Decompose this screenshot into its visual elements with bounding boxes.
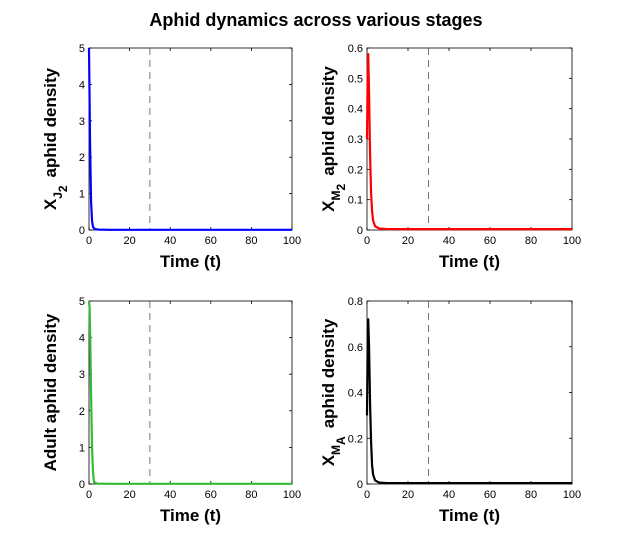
figure-title: Aphid dynamics across various stages [149, 10, 483, 30]
x-tick-label: 20 [402, 235, 414, 247]
x-axis-label: Time (t) [160, 252, 221, 271]
x-tick-label: 20 [123, 489, 135, 501]
y-tick-label: 0.2 [348, 433, 363, 445]
x-tick-label: 40 [443, 489, 455, 501]
y-tick-label: 0.1 [348, 195, 363, 207]
x-tick-label: 100 [563, 489, 581, 501]
y-tick-label: 1 [79, 189, 85, 201]
y-axis-label: XJ2 aphid density [41, 67, 70, 210]
y-axis-label-rest: aphid density [319, 318, 338, 428]
x-tick-label: 80 [525, 235, 537, 247]
y-axis-label: XMAaphid density [319, 318, 348, 466]
plot-area [366, 47, 573, 231]
plot-area [88, 300, 293, 485]
x-tick-label: 80 [245, 489, 257, 501]
y-tick-label: 3 [79, 116, 85, 128]
x-tick-label: 80 [245, 235, 257, 247]
y-axis-label-subscript: J [51, 192, 65, 199]
x-tick-label: 60 [484, 235, 496, 247]
y-tick-label: 4 [79, 79, 85, 91]
series-line [365, 318, 572, 485]
y-tick-label: 0 [79, 479, 85, 491]
y-axis-label-main: X [319, 454, 338, 466]
y-axis-label-subscript: M [329, 445, 343, 455]
y-tick-label: 0.4 [348, 388, 363, 400]
y-axis-label-rest: aphid density [319, 66, 338, 176]
y-tick-label: 0.5 [348, 73, 363, 85]
series-line [87, 300, 292, 485]
y-axis-label: XM2 aphid density [319, 66, 348, 212]
x-tick-label: 40 [164, 235, 176, 247]
y-tick-label: 2 [79, 152, 85, 164]
chart-migrant: 0 20 40 60 80 100 0 0.1 0.2 0.3 0.4 0.5 0.6 Time (t) X… [319, 43, 581, 271]
chart-adult: 0 20 40 60 80 100 0 1 2 3 4 5 Time (t) Adult aphid de… [41, 296, 301, 525]
x-tick-label: 0 [364, 235, 370, 247]
y-axis-label: Adult aphid density [41, 313, 60, 471]
x-tick-label: 20 [402, 489, 414, 501]
x-tick-label: 40 [164, 489, 176, 501]
x-tick-label: 0 [86, 489, 92, 501]
x-tick-label: 0 [86, 235, 92, 247]
x-tick-label: 100 [283, 235, 301, 247]
y-tick-label: 0 [357, 479, 363, 491]
y-axis-label-subsubscript: 2 [334, 183, 348, 190]
y-tick-label: 5 [79, 43, 85, 55]
y-tick-label: 0 [79, 225, 85, 237]
y-tick-label: 2 [79, 406, 85, 418]
y-axis-label-main: X [41, 198, 60, 210]
y-tick-label: 0.6 [348, 342, 363, 354]
series-line [365, 52, 572, 231]
y-tick-label: 0.3 [348, 134, 363, 146]
x-axis-label: Time (t) [160, 506, 221, 525]
plot-area [88, 47, 293, 231]
x-tick-label: 20 [123, 235, 135, 247]
y-axis-label-subscript: M [329, 190, 343, 200]
y-tick-label: 0.6 [348, 43, 363, 55]
x-tick-label: 100 [563, 235, 581, 247]
y-tick-label: 5 [79, 296, 85, 308]
y-tick-label: 3 [79, 369, 85, 381]
plot-area [366, 300, 573, 485]
y-axis-label-rest: aphid density [41, 67, 60, 177]
y-axis-label-subsubscript: A [334, 436, 348, 445]
x-tick-label: 60 [484, 489, 496, 501]
x-tick-label: 80 [525, 489, 537, 501]
series-line [87, 47, 292, 231]
x-tick-label: 40 [443, 235, 455, 247]
chart-migrant-adult: 0 20 40 60 80 100 0 0.2 0.4 0.6 0.8 Time (t) XMAaphi… [319, 296, 581, 525]
x-tick-label: 0 [364, 489, 370, 501]
y-tick-label: 1 [79, 442, 85, 454]
y-tick-label: 4 [79, 333, 85, 345]
y-axis-label-subsubscript: 2 [56, 185, 70, 192]
y-tick-label: 0.8 [348, 296, 363, 308]
y-tick-label: 0 [357, 225, 363, 237]
y-axis-label-main: X [319, 200, 338, 212]
x-axis-label: Time (t) [439, 252, 500, 271]
x-axis-label: Time (t) [439, 506, 500, 525]
x-tick-label: 60 [205, 489, 217, 501]
x-tick-label: 100 [283, 489, 301, 501]
y-tick-label: 0.2 [348, 164, 363, 176]
x-tick-label: 60 [205, 235, 217, 247]
y-tick-label: 0.4 [348, 104, 363, 116]
